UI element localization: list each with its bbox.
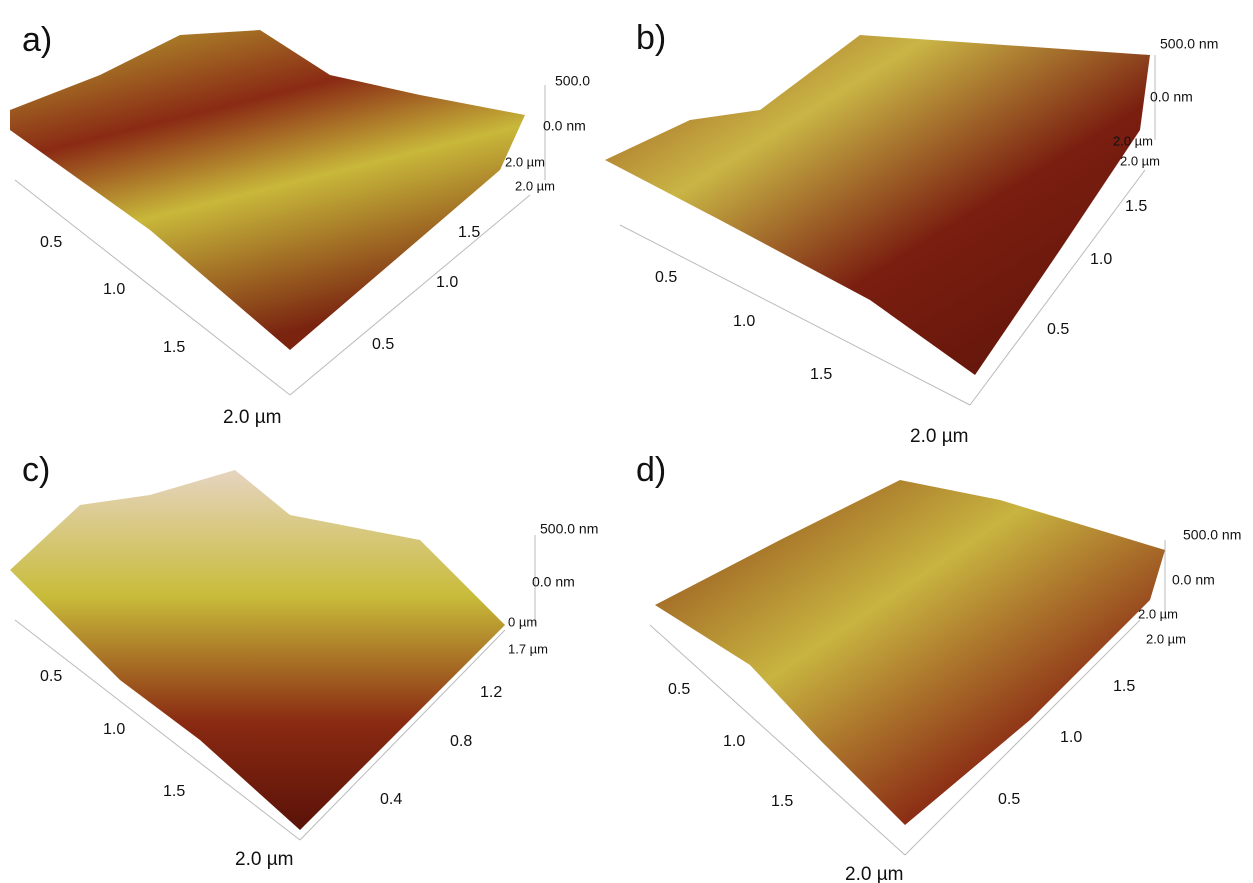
tick-label: 0 µm <box>508 614 537 629</box>
tick-label: 500.0 nm <box>540 521 598 537</box>
tick-label: 1.5 <box>1113 678 1135 695</box>
tick-label: 0.5 <box>1047 321 1069 338</box>
tick-label: 0.5 <box>372 336 394 353</box>
tick-label: 0.0 nm <box>543 118 586 134</box>
tick-label: 1.0 <box>436 274 458 291</box>
tick-label: 2.0 µm <box>910 426 968 447</box>
tick-label: 0.8 <box>450 733 472 750</box>
tick-label: 1.0 <box>1060 729 1082 746</box>
panel-label: c) <box>22 451 50 489</box>
tick-label: 1.2 <box>480 684 502 701</box>
tick-label: 2.0 µm <box>515 178 555 193</box>
surface <box>10 30 525 350</box>
tick-label: 1.5 <box>163 783 185 800</box>
tick-label: 1.0 <box>733 313 755 330</box>
tick-label: 0.5 <box>668 681 690 698</box>
tick-label: 2.0 µm <box>223 407 281 428</box>
tick-label: 1.0 <box>723 733 745 750</box>
tick-label: 1.5 <box>163 339 185 356</box>
tick-label: 1.0 <box>1090 251 1112 268</box>
surface <box>655 480 1165 825</box>
tick-label: 500.0 <box>555 73 590 89</box>
tick-label: 0.5 <box>40 668 62 685</box>
tick-label: 500.0 nm <box>1183 527 1241 543</box>
tick-label: 1.7 µm <box>508 641 548 656</box>
panel-label: a) <box>22 21 52 59</box>
tick-label: 0.5 <box>998 791 1020 808</box>
surface <box>10 470 505 830</box>
panel-label: b) <box>636 19 666 57</box>
tick-label: 0.5 <box>40 234 62 251</box>
tick-label: 500.0 nm <box>1160 36 1218 52</box>
tick-label: 2.0 µm <box>1120 153 1160 168</box>
tick-label: 2.0 µm <box>845 864 903 883</box>
tick-label: 0.0 nm <box>1150 89 1193 105</box>
tick-label: 2.0 µm <box>1146 631 1186 646</box>
tick-label: 1.5 <box>810 366 832 383</box>
tick-label: 1.5 <box>1125 198 1147 215</box>
tick-label: 0.4 <box>380 791 402 808</box>
tick-label: 1.0 <box>103 281 125 298</box>
tick-label: 0.5 <box>655 269 677 286</box>
panel-label: d) <box>636 451 666 489</box>
tick-label: 1.5 <box>458 224 480 241</box>
tick-label: 0.0 nm <box>1172 572 1215 588</box>
tick-label: 1.0 <box>103 721 125 738</box>
tick-label: 2.0 µm <box>1138 606 1178 621</box>
tick-label: 0.0 nm <box>532 574 575 590</box>
tick-label: 1.5 <box>771 793 793 810</box>
tick-label: 2.0 µm <box>505 154 545 169</box>
tick-label: 2.0 µm <box>1113 133 1153 148</box>
figure: a) 500.0 0.0 nm 2.0 µm 2.0 µm 1.5 1.0 0.5 0.5 1.0… <box>0 0 1253 883</box>
tick-label: 2.0 µm <box>235 849 293 870</box>
